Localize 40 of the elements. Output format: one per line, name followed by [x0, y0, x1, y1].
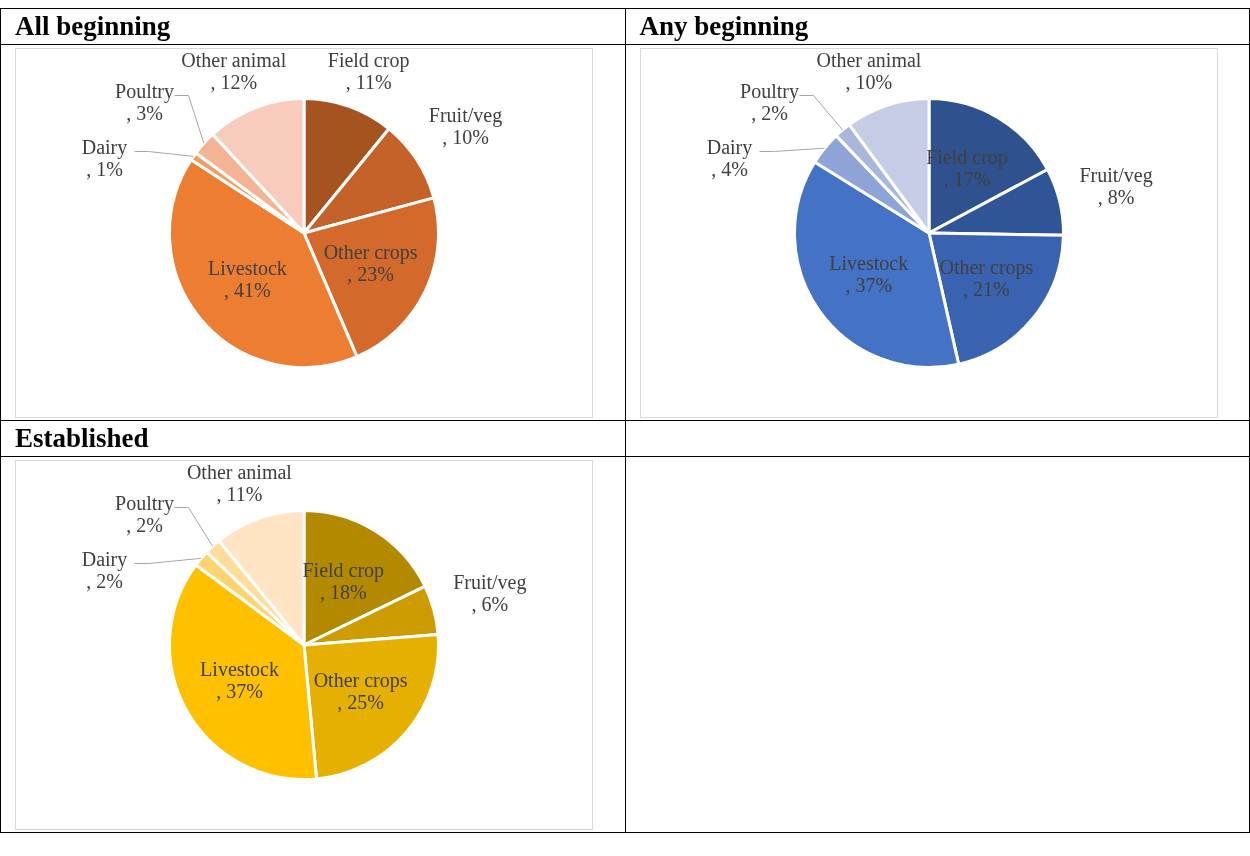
data-label: , 2%	[126, 513, 163, 536]
chart-title: Any beginning	[639, 11, 809, 41]
slice-label: Other crops	[938, 255, 1034, 279]
data-label: , 12%	[210, 71, 258, 94]
data-label: , 11%	[345, 71, 392, 94]
data-label: , 41%	[224, 278, 271, 301]
slice-label: Poultry	[115, 79, 174, 103]
data-label: , 25%	[337, 690, 384, 713]
data-label: , 18%	[319, 580, 367, 603]
data-label: , 2%	[750, 101, 788, 124]
data-label: , 11%	[216, 483, 263, 506]
chart-title: Established	[15, 423, 149, 453]
data-label: , 21%	[962, 277, 1010, 300]
slice-label: Dairy	[706, 135, 752, 159]
slice-label: Other animal	[181, 49, 287, 72]
data-label: , 8%	[1097, 185, 1134, 208]
slice-label: Field crop	[327, 49, 410, 73]
slice-label: Other crops	[323, 241, 418, 265]
data-label: , 10%	[845, 71, 892, 94]
slice-label: Dairy	[81, 135, 128, 159]
slice-label: Poultry	[739, 79, 799, 103]
slice-label: Livestock	[828, 252, 908, 275]
data-label: , 17%	[943, 167, 990, 190]
slice-label: Poultry	[115, 491, 174, 515]
slice-label: Other crops	[313, 668, 408, 692]
chart-title: All beginning	[15, 11, 171, 41]
data-label: , 37%	[216, 679, 263, 702]
data-label: , 10%	[442, 126, 489, 149]
slice-label: Fruit/veg	[428, 104, 503, 128]
data-label: , 37%	[844, 274, 892, 297]
slice-label: Fruit/veg	[1078, 163, 1153, 187]
data-label: , 3%	[126, 101, 163, 124]
slice-label: Fruit/veg	[453, 570, 527, 594]
slice-label: Other animal	[815, 49, 922, 72]
slice-label: Livestock	[207, 256, 287, 279]
data-label: , 6%	[471, 592, 509, 615]
slice-label: Other animal	[186, 461, 293, 484]
slice-label: Livestock	[200, 657, 279, 680]
slice-label: Dairy	[81, 547, 128, 571]
data-label: , 23%	[347, 263, 394, 286]
